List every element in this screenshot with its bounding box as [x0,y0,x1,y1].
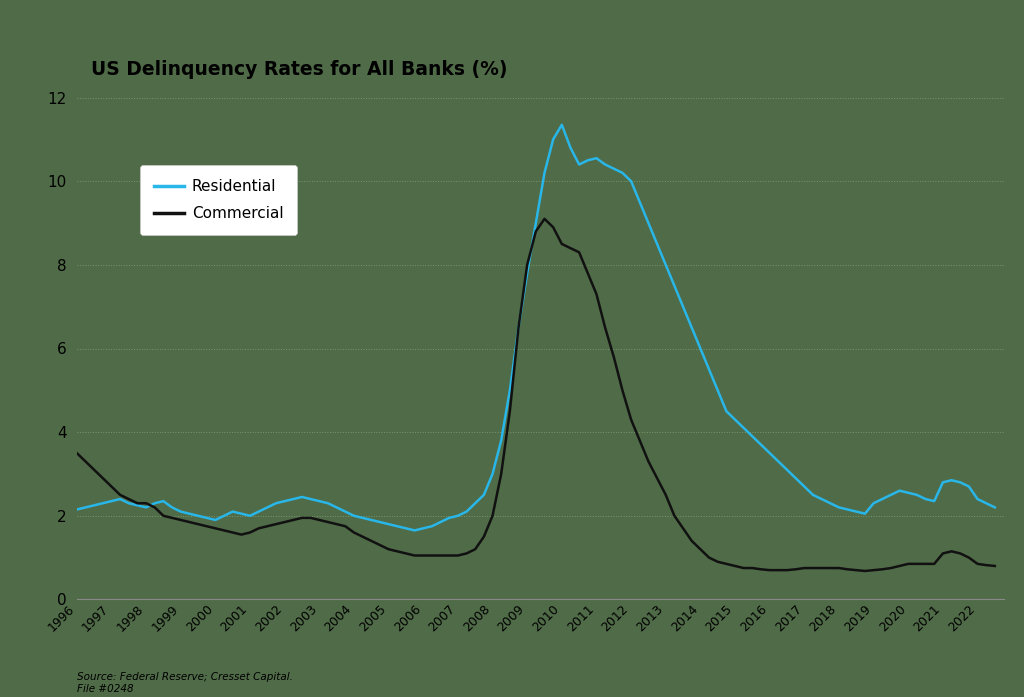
Text: Source: Federal Reserve; Cresset Capital.
File #0248: Source: Federal Reserve; Cresset Capital… [77,672,293,694]
Legend: Residential, Commercial: Residential, Commercial [140,165,297,235]
Text: US Delinquency Rates for All Banks (%): US Delinquency Rates for All Banks (%) [90,60,507,79]
